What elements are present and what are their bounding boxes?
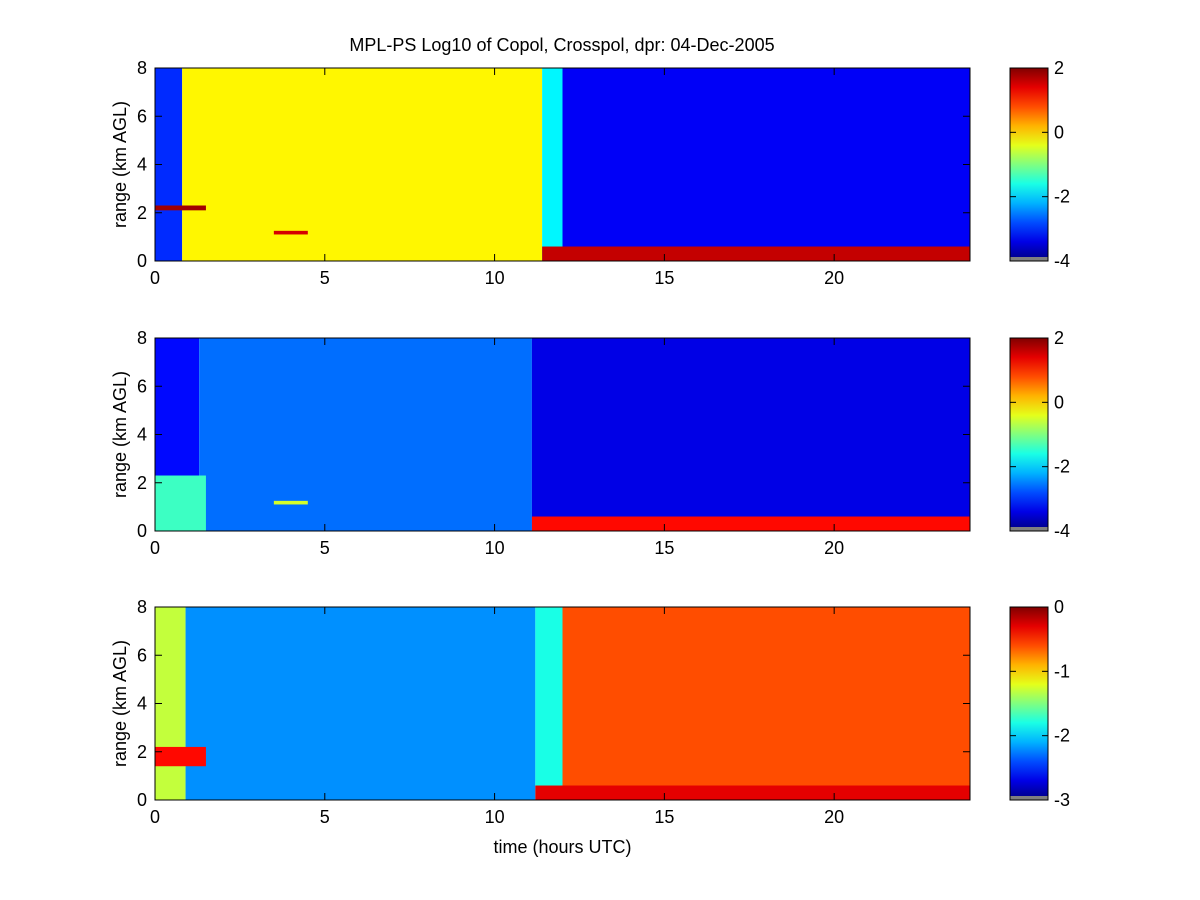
heatmap-region bbox=[535, 785, 970, 800]
heatmap-region bbox=[535, 607, 563, 800]
heatmap-region bbox=[185, 607, 536, 800]
colorbar-tick-label: 0 bbox=[1054, 122, 1064, 142]
x-tick-label: 0 bbox=[150, 538, 160, 558]
heatmap-region bbox=[155, 746, 206, 767]
colorbar-tick-label: -2 bbox=[1054, 726, 1070, 746]
y-tick-label: 8 bbox=[137, 58, 147, 78]
heatmap-bottom bbox=[155, 607, 970, 800]
heatmap-region bbox=[542, 246, 970, 261]
x-tick-label: 20 bbox=[824, 268, 844, 288]
y-tick-label: 8 bbox=[137, 328, 147, 348]
heatmap-region bbox=[562, 68, 970, 261]
y-axis-label: range (km AGL) bbox=[110, 371, 130, 498]
y-tick-label: 8 bbox=[137, 597, 147, 617]
panel-top: 0 5 10 15 20 0 2 4 6 8 range (km AGL) -4 -2 0 2 bbox=[110, 58, 1070, 288]
y-tick-label: 4 bbox=[137, 155, 147, 175]
y-tick-label: 4 bbox=[137, 694, 147, 714]
y-tick-label: 4 bbox=[137, 425, 147, 445]
heatmap-region bbox=[531, 516, 970, 531]
x-tick-label: 5 bbox=[320, 538, 330, 558]
heatmap-top bbox=[155, 68, 970, 261]
colorbar-tick-label: -4 bbox=[1054, 521, 1070, 541]
heatmap-region bbox=[155, 475, 206, 531]
heatmap-region bbox=[542, 68, 563, 261]
y-tick-label: 2 bbox=[137, 203, 147, 223]
colorbar-bottom: -3 -2 -1 0 bbox=[1009, 597, 1070, 810]
colorbar-tick-label: -3 bbox=[1054, 790, 1070, 810]
heatmap-region bbox=[182, 68, 543, 261]
y-tick-label: 0 bbox=[137, 521, 147, 541]
colorbar-tick-label: 0 bbox=[1054, 392, 1064, 412]
x-tick-label: 20 bbox=[824, 807, 844, 827]
y-tick-label: 6 bbox=[137, 376, 147, 396]
x-tick-label: 5 bbox=[320, 268, 330, 288]
colorbar-top: -4 -2 0 2 bbox=[1009, 58, 1070, 271]
x-tick-label: 10 bbox=[485, 807, 505, 827]
colorbar-tick-label: -1 bbox=[1054, 661, 1070, 681]
x-tick-label: 0 bbox=[150, 268, 160, 288]
y-tick-label: 2 bbox=[137, 473, 147, 493]
heatmap-region bbox=[155, 205, 206, 211]
panel-bottom: 0 5 10 15 20 0 2 4 6 8 range (km AGL) time (hours U… bbox=[110, 597, 1070, 857]
heatmap-region bbox=[562, 607, 970, 800]
y-tick-label: 6 bbox=[137, 645, 147, 665]
x-tick-label: 0 bbox=[150, 807, 160, 827]
x-tick-label: 15 bbox=[654, 268, 674, 288]
x-tick-label: 5 bbox=[320, 807, 330, 827]
colorbar-tick-label: -2 bbox=[1054, 457, 1070, 477]
y-tick-label: 2 bbox=[137, 742, 147, 762]
colorbar-tick-label: -2 bbox=[1054, 187, 1070, 207]
y-axis-label: range (km AGL) bbox=[110, 101, 130, 228]
y-tick-label: 0 bbox=[137, 790, 147, 810]
heatmap-middle bbox=[155, 338, 970, 531]
x-tick-label: 20 bbox=[824, 538, 844, 558]
x-tick-label: 10 bbox=[485, 268, 505, 288]
x-tick-label: 15 bbox=[654, 807, 674, 827]
colorbar-tick-label: -4 bbox=[1054, 251, 1070, 271]
heatmap-region bbox=[199, 338, 532, 531]
x-tick-label: 15 bbox=[654, 538, 674, 558]
y-tick-label: 0 bbox=[137, 251, 147, 271]
colorbar-tick-label: 0 bbox=[1054, 597, 1064, 617]
y-axis-label: range (km AGL) bbox=[110, 640, 130, 767]
colorbar-tick-label: 2 bbox=[1054, 328, 1064, 348]
heatmap-region bbox=[273, 500, 308, 505]
y-tick-label: 6 bbox=[137, 106, 147, 126]
heatmap-region bbox=[531, 338, 970, 531]
colorbar-tick-label: 2 bbox=[1054, 58, 1064, 78]
heatmap-region bbox=[273, 230, 308, 235]
figure-title: MPL-PS Log10 of Copol, Crosspol, dpr: 04… bbox=[349, 35, 774, 55]
x-tick-label: 10 bbox=[485, 538, 505, 558]
x-axis-label: time (hours UTC) bbox=[493, 837, 631, 857]
panel-middle: 0 5 10 15 20 0 2 4 6 8 range (km AGL) -4 -2 0 2 bbox=[110, 328, 1070, 558]
colorbar-middle: -4 -2 0 2 bbox=[1009, 328, 1070, 541]
